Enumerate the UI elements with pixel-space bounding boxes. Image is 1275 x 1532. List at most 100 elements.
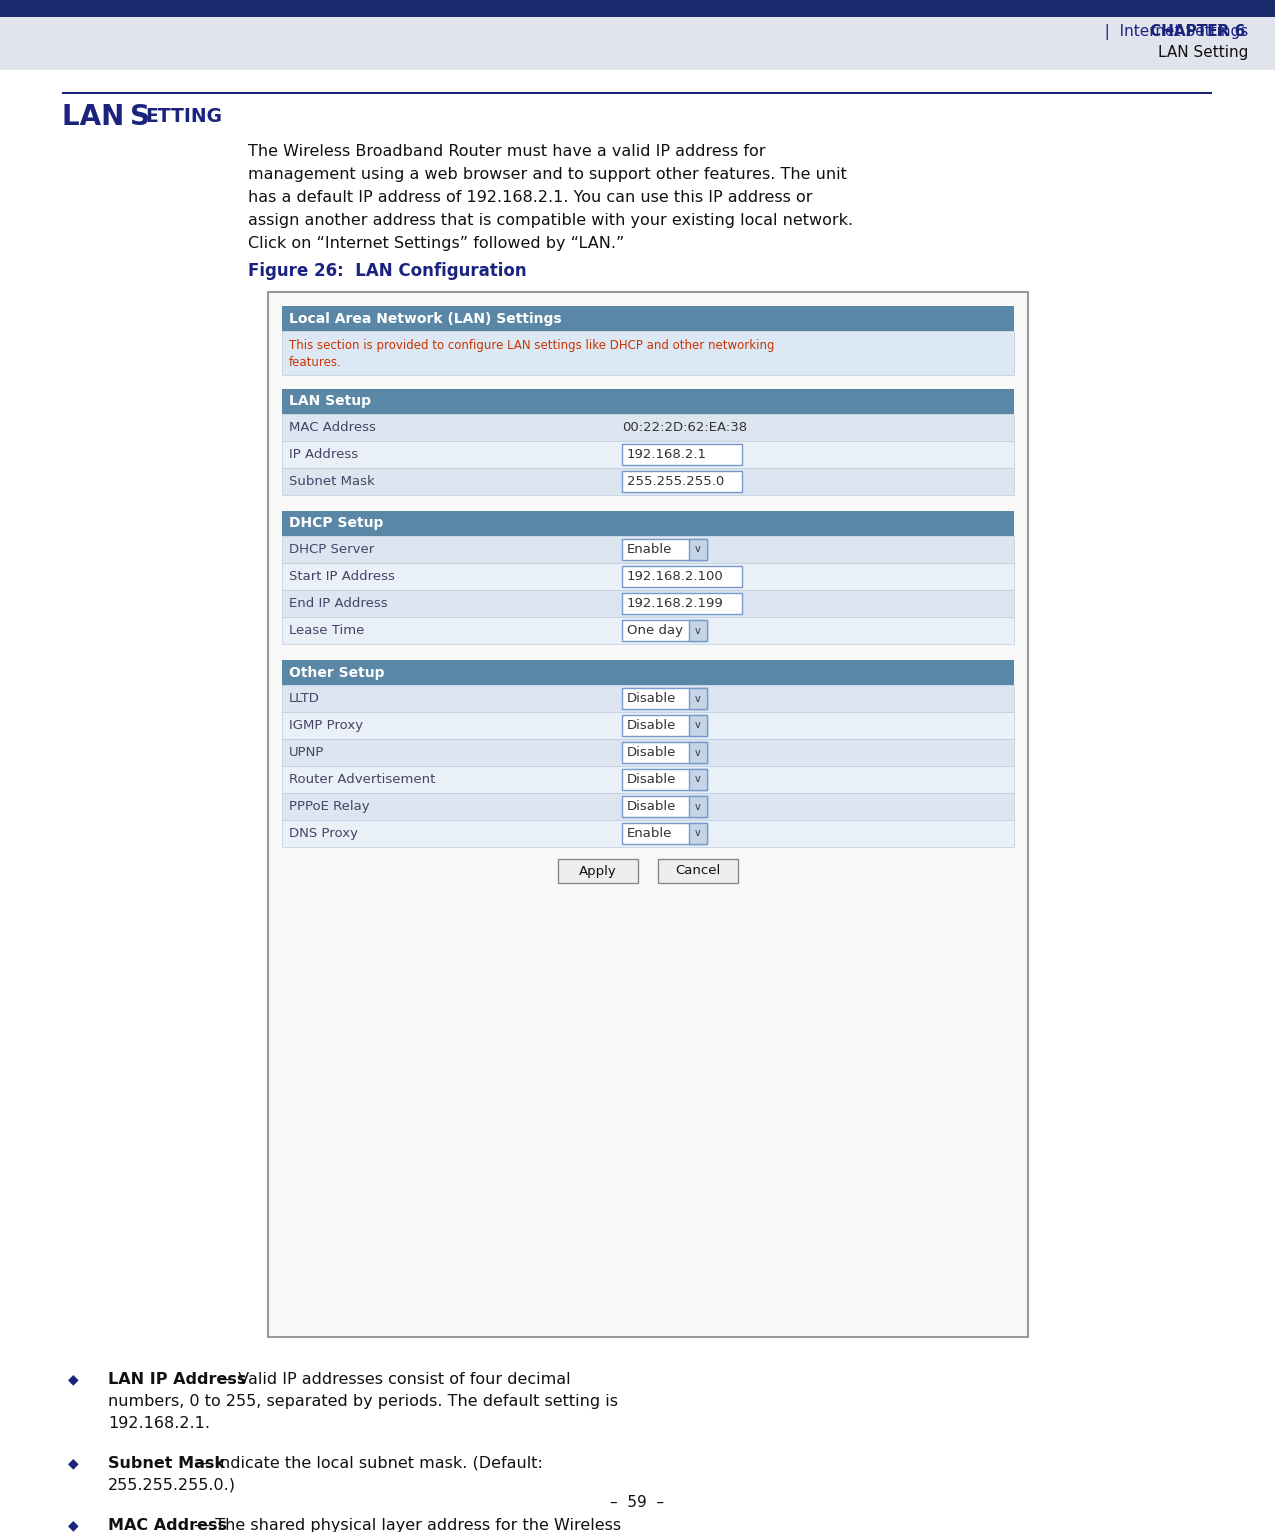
Text: Disable: Disable [627,692,676,705]
Text: This section is provided to configure LAN settings like DHCP and other networkin: This section is provided to configure LA… [289,339,774,352]
Bar [0,17,1275,70]
Text: Router Advertisement: Router Advertisement [289,774,435,786]
Text: LAN Setup: LAN Setup [289,395,371,409]
Text: v: v [695,544,701,555]
Bar [622,797,708,817]
Text: |  Internet Settings: | Internet Settings [1095,25,1248,40]
Text: v: v [695,829,701,838]
Text: v: v [695,694,701,703]
Bar [282,794,1014,820]
Text: 192.168.2.1: 192.168.2.1 [627,447,708,461]
Text: — Valid IP addresses consist of four decimal: — Valid IP addresses consist of four dec… [212,1373,570,1386]
Text: Apply: Apply [579,864,617,878]
Text: v: v [695,775,701,784]
Text: IGMP Proxy: IGMP Proxy [289,719,363,732]
Bar [622,741,708,763]
Text: LAN Setting: LAN Setting [1158,46,1248,60]
Bar [282,820,1014,847]
Text: ETTING: ETTING [145,107,222,127]
Bar [558,859,638,882]
Text: MAC Address: MAC Address [108,1518,227,1532]
Text: Lease Time: Lease Time [289,624,365,637]
Text: End IP Address: End IP Address [289,597,388,610]
Text: 255.255.255.0.): 255.255.255.0.) [108,1478,236,1494]
Bar [268,293,1028,1337]
Text: UPNP: UPNP [289,746,324,758]
Bar [688,688,708,709]
Text: ◆: ◆ [68,1373,79,1386]
Text: Disable: Disable [627,774,676,786]
Text: management using a web browser and to support other features. The unit: management using a web browser and to su… [249,167,847,182]
Text: Disable: Disable [627,719,676,732]
Text: 00:22:2D:62:EA:38: 00:22:2D:62:EA:38 [622,421,747,434]
Bar [282,590,1014,617]
Text: Subnet Mask: Subnet Mask [108,1455,224,1471]
Bar [282,685,1014,712]
Text: assign another address that is compatible with your existing local network.: assign another address that is compatibl… [249,213,853,228]
Text: LAN IP Address: LAN IP Address [108,1373,246,1386]
Bar [282,441,1014,467]
Text: 192.168.2.100: 192.168.2.100 [627,570,724,584]
Bar [622,769,708,791]
Text: 255.255.255.0: 255.255.255.0 [627,475,724,489]
Text: — Indicate the local subnet mask. (Default:: — Indicate the local subnet mask. (Defau… [190,1455,543,1471]
Bar [622,539,708,561]
Text: –  59  –: – 59 – [609,1495,664,1511]
Bar [282,766,1014,794]
Text: Disable: Disable [627,800,676,813]
Text: numbers, 0 to 255, separated by periods. The default setting is: numbers, 0 to 255, separated by periods.… [108,1394,618,1409]
Bar [282,660,1014,685]
Text: Local Area Network (LAN) Settings: Local Area Network (LAN) Settings [289,311,561,325]
Text: DNS Proxy: DNS Proxy [289,827,358,840]
Bar [658,859,738,882]
Text: Disable: Disable [627,746,676,758]
Text: Start IP Address: Start IP Address [289,570,395,584]
Bar [282,536,1014,562]
Text: LLTD: LLTD [289,692,320,705]
Bar [622,470,742,492]
Text: Subnet Mask: Subnet Mask [289,475,375,489]
Text: S: S [130,103,150,132]
Text: ◆: ◆ [68,1455,79,1471]
Text: Cancel: Cancel [676,864,720,878]
Bar [622,823,708,844]
Bar [688,715,708,735]
Text: Enable: Enable [627,827,672,840]
Bar [282,738,1014,766]
Text: ◆: ◆ [68,1518,79,1532]
Text: v: v [695,625,701,636]
Text: CHAPTER 6: CHAPTER 6 [1150,25,1244,40]
Text: IP Address: IP Address [289,447,358,461]
Bar [622,593,742,614]
Bar [282,414,1014,441]
Bar [622,620,708,640]
Text: Figure 26:  LAN Configuration: Figure 26: LAN Configuration [249,262,527,280]
Text: DHCP Setup: DHCP Setup [289,516,384,530]
Text: 192.168.2.199: 192.168.2.199 [627,597,724,610]
Text: Enable: Enable [627,542,672,556]
Text: v: v [695,720,701,731]
Bar [282,389,1014,414]
Bar [688,823,708,844]
Text: v: v [695,801,701,812]
Bar [688,797,708,817]
Text: v: v [695,748,701,757]
Bar [282,562,1014,590]
Bar [688,539,708,561]
Text: PPPoE Relay: PPPoE Relay [289,800,370,813]
Text: The Wireless Broadband Router must have a valid IP address for: The Wireless Broadband Router must have … [249,144,765,159]
Bar [622,688,708,709]
Text: One day: One day [627,624,683,637]
Bar [622,444,742,466]
Text: Click on “Internet Settings” followed by “LAN.”: Click on “Internet Settings” followed by… [249,236,625,251]
Bar [688,769,708,791]
Bar [282,712,1014,738]
Bar [282,617,1014,643]
Text: has a default IP address of 192.168.2.1. You can use this IP address or: has a default IP address of 192.168.2.1.… [249,190,812,205]
Text: features.: features. [289,355,342,369]
Text: LAN: LAN [62,103,134,132]
Bar [688,741,708,763]
Text: — The shared physical layer address for the Wireless: — The shared physical layer address for … [190,1518,621,1532]
Text: 192.168.2.1.: 192.168.2.1. [108,1416,210,1431]
Bar [282,306,1014,331]
